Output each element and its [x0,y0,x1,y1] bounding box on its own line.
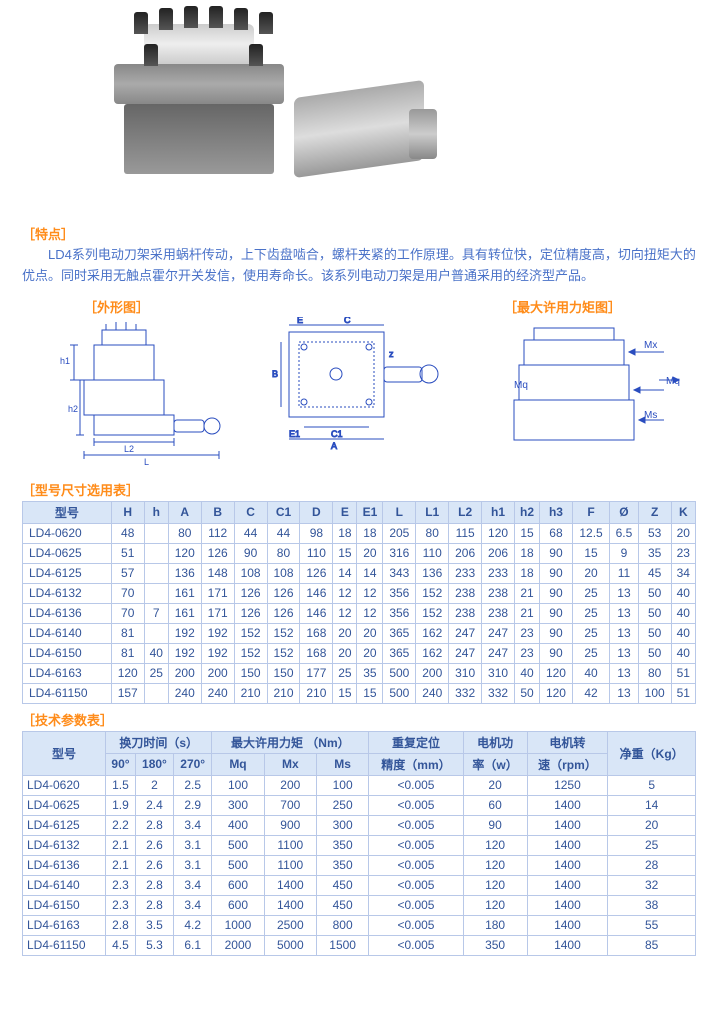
dim-header: h3 [540,501,573,523]
dim-header: F [572,501,609,523]
dim-table-title: ［型号尺寸选用表］ [22,480,714,499]
table-row: LD4-61362.12.63.15001100350<0.0051201400… [23,855,696,875]
dim-header: C1 [267,501,300,523]
tech-group-header: 电机功 [463,731,527,753]
svg-text:C1: C1 [331,429,343,439]
table-row: LD4-615081401921921521521682020365162247… [23,643,696,663]
table-row: LD4-613270161171126126146121235615223823… [23,583,696,603]
svg-text:C: C [344,317,351,325]
table-row: LD4-611504.55.36.1200050001500<0.0053501… [23,935,696,955]
features-title: ［特点］ [22,224,714,243]
tech-group-header: 重复定位 [369,731,463,753]
tech-sub-header: 270° [174,753,212,775]
svg-text:E1: E1 [289,429,300,439]
table-row: LD4-61402.32.83.46001400450<0.0051201400… [23,875,696,895]
tech-table-title: ［技术参数表］ [22,710,714,729]
svg-text:L: L [144,457,149,467]
dim-header: E1 [357,501,383,523]
tech-sub-header: 精度（mm） [369,753,463,775]
table-row: LD4-61252.22.83.4400900300<0.00590140020 [23,815,696,835]
dim-header: 型号 [23,501,112,523]
tech-sub-header: Mq [212,753,264,775]
svg-text:h1: h1 [60,356,70,366]
dim-header: K [671,501,695,523]
tech-group-header: 型号 [23,731,106,775]
table-row: LD4-61632.83.54.210002500800<0.005180140… [23,915,696,935]
svg-text:L1×L1: L1×L1 [109,320,134,322]
tech-group-header: 净重（Kg） [608,731,696,775]
table-row: LD4-612557136148108108126141434313623323… [23,563,696,583]
svg-text:Mq: Mq [666,376,680,387]
tech-sub-header: 速（rpm） [527,753,608,775]
features-text: LD4系列电动刀架采用蜗杆传动，上下齿盘啮合，螺杆夹紧的工作原理。具有转位快，定… [22,245,696,287]
dim-header: E [333,501,357,523]
table-row: LD4-613670716117112612614612123561522382… [23,603,696,623]
svg-text:L2: L2 [124,444,134,454]
dim-header: C [234,501,267,523]
svg-text:A: A [331,441,337,451]
diagrams-row: ［外形图］ L1×L1 h1 h2 [24,297,694,470]
dim-header: h [144,501,168,523]
table-row: LD4-61322.12.63.15001100350<0.0051201400… [23,835,696,855]
outline-diagram-top-svg: E C B C1 A E1 z [269,317,459,467]
torque-diagram-title: ［最大许用力矩图］ [504,297,694,316]
svg-text:z: z [389,349,394,359]
svg-text:Mx: Mx [644,340,657,351]
dim-header: H [111,501,144,523]
table-row: LD4-062551120126908011015203161102062061… [23,543,696,563]
tech-params-table: 型号换刀时间（s）最大许用力矩 （Nm）重复定位电机功电机转净重（Kg） 90°… [22,731,696,956]
table-row: LD4-062048801124444981818205801151201568… [23,523,696,543]
product-image [14,4,434,214]
tech-sub-header: 90° [106,753,136,775]
dim-header: h1 [482,501,515,523]
tech-sub-header: Ms [316,753,368,775]
dim-header: B [201,501,234,523]
dim-header: A [168,501,201,523]
dim-header: L [383,501,416,523]
table-row: LD4-614081192192152152168202036516224724… [23,623,696,643]
table-row: LD4-611501572402402102102101515500240332… [23,683,696,703]
dim-header: L1 [416,501,449,523]
svg-text:E: E [297,317,303,325]
dimension-table: 型号HhABCC1DEE1LL1L2h1h2h3FØZK LD4-0620488… [22,501,696,704]
tech-group-header: 电机转 [527,731,608,753]
outline-diagram-svg: L1×L1 h1 h2 L2 L [24,320,224,470]
table-row: LD4-616312025200200150150177253550020031… [23,663,696,683]
tech-sub-header: 率（w） [463,753,527,775]
dim-header: Ø [610,501,639,523]
svg-text:Mq: Mq [514,380,528,391]
svg-text:h2: h2 [68,404,78,414]
dim-header: D [300,501,333,523]
tech-group-header: 最大许用力矩 （Nm） [212,731,369,753]
outline-diagram-title: ［外形图］ [84,297,224,316]
table-row: LD4-06251.92.42.9300700250<0.00560140014 [23,795,696,815]
tech-sub-header: Mx [264,753,316,775]
svg-text:B: B [272,369,278,379]
torque-diagram-svg: Mx Mq Mq Ms [504,320,694,470]
dim-header: L2 [449,501,482,523]
tech-group-header: 换刀时间（s） [106,731,212,753]
dim-header: Z [638,501,671,523]
svg-text:Ms: Ms [644,410,657,421]
table-row: LD4-61502.32.83.46001400450<0.0051201400… [23,895,696,915]
dim-header: h2 [515,501,540,523]
table-row: LD4-06201.522.5100200100<0.0052012505 [23,775,696,795]
tech-sub-header: 180° [135,753,173,775]
